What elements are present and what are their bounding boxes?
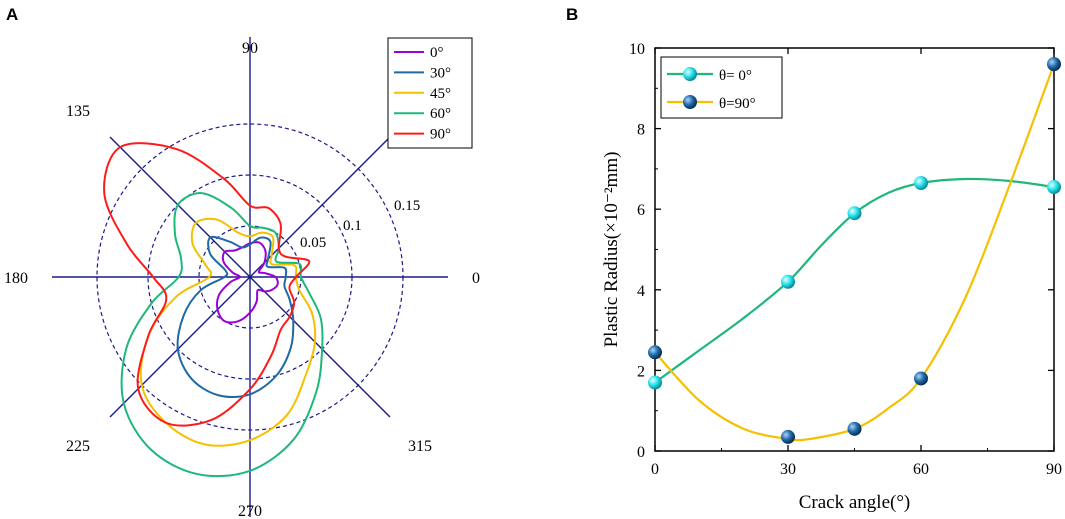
- x-tick-label-90: 90: [1046, 461, 1062, 478]
- radial-label-0: 0.05: [300, 235, 326, 251]
- panel-b-letter: B: [566, 5, 578, 24]
- polar-series-group: [103, 142, 324, 478]
- polar-series-line-30: [176, 235, 295, 398]
- y-tick-label-8: 8: [637, 122, 645, 139]
- angle-label-270: 270: [238, 503, 262, 519]
- angle-label-315: 315: [408, 438, 432, 455]
- polar-series-line-0: [216, 241, 279, 324]
- line-chart-panel-b: B 0 30 60 90 0 2 4 6 8 10 Crack angle(°) Plastic Ra…: [566, 5, 1062, 513]
- point-90-0: [648, 345, 662, 360]
- y-tick-label-6: 6: [637, 202, 645, 219]
- polar-legend-label-45: 45°: [430, 86, 451, 102]
- polar-legend-label-30: 30°: [430, 65, 451, 81]
- point-0-45: [847, 206, 862, 221]
- x-tick-label-0: 0: [651, 461, 659, 478]
- point-90-60: [914, 371, 928, 386]
- point-0-60: [914, 176, 928, 191]
- panel-a-letter: A: [6, 5, 18, 24]
- point-90-30: [781, 429, 795, 444]
- polar-series-line-45: [139, 217, 317, 447]
- point-0-0: [648, 375, 662, 390]
- polar-grid: 0 90 135 180 225 270 315 0.05 0.1 0.15: [4, 37, 480, 519]
- radial-label-1: 0.1: [343, 218, 362, 234]
- spoke-135-deg: [109, 136, 391, 418]
- line-legend-label-90: θ=90°: [719, 96, 756, 112]
- y-tick-label-10: 10: [629, 41, 645, 58]
- x-tick-label-30: 30: [780, 461, 796, 478]
- y-axis-title: Plastic Radius(×10⁻²mm): [601, 152, 622, 348]
- line-series-group: [648, 57, 1061, 444]
- point-90-90: [1047, 57, 1061, 72]
- line-chart-axes: 0 30 60 90 0 2 4 6 8 10 Crack angle(°) Plastic Radi…: [601, 41, 1062, 513]
- y-tick-label-0: 0: [637, 444, 645, 461]
- line-legend-box: [660, 56, 783, 119]
- radial-label-2: 0.15: [394, 198, 420, 214]
- polar-series-line-60: [120, 192, 324, 478]
- polar-legend-label-90: 90°: [430, 127, 451, 143]
- line-legend-marker-0: [683, 67, 697, 81]
- y-tick-label-4: 4: [637, 283, 645, 300]
- y-tick-label-2: 2: [637, 363, 645, 380]
- line-legend-marker-90: [683, 95, 697, 109]
- polar-legend-label-60: 60°: [430, 106, 451, 122]
- angle-label-135: 135: [66, 103, 90, 120]
- x-axis-title: Crack angle(°): [799, 492, 911, 513]
- polar-legend: 0° 30° 45° 60° 90°: [387, 37, 473, 149]
- line-legend-label-0: θ= 0°: [719, 68, 752, 84]
- line-series-90: [654, 63, 1056, 442]
- point-90-45: [847, 421, 862, 436]
- polar-series-line-90: [103, 142, 311, 427]
- polar-chart-panel-a: A 0 90 135 180 225 270 315 0.05 0.1 0.15 0° 30° 45°…: [4, 5, 480, 519]
- point-0-30: [781, 274, 795, 289]
- x-tick-label-60: 60: [913, 461, 929, 478]
- angle-label-90: 90: [242, 40, 258, 57]
- point-0-90: [1047, 180, 1061, 195]
- polar-legend-label-0: 0°: [430, 45, 444, 61]
- angle-label-225: 225: [66, 438, 90, 455]
- angle-label-0: 0: [472, 270, 480, 287]
- line-legend: θ= 0° θ=90°: [660, 56, 783, 119]
- angle-label-180: 180: [4, 270, 28, 287]
